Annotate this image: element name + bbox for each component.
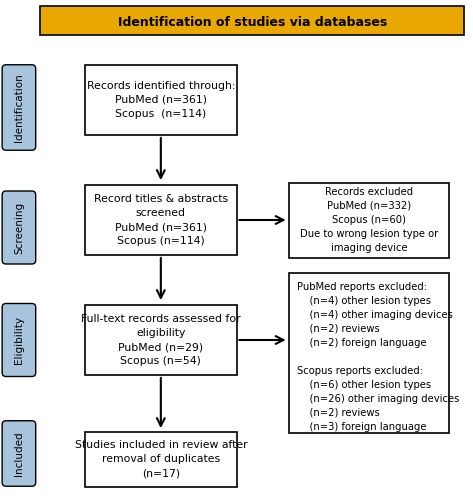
- Text: Studies included in review after
removal of duplicates
(n=17): Studies included in review after removal…: [75, 440, 247, 478]
- FancyBboxPatch shape: [85, 65, 236, 135]
- FancyBboxPatch shape: [85, 305, 236, 375]
- FancyBboxPatch shape: [2, 421, 36, 486]
- Text: Eligibility: Eligibility: [14, 316, 24, 364]
- FancyBboxPatch shape: [2, 191, 36, 264]
- Text: Records excluded
PubMed (n=332)
Scopus (n=60)
Due to wrong lesion type or
imagin: Records excluded PubMed (n=332) Scopus (…: [300, 187, 438, 253]
- Text: Identification: Identification: [14, 73, 24, 142]
- Text: Screening: Screening: [14, 202, 24, 254]
- FancyBboxPatch shape: [289, 272, 449, 432]
- FancyBboxPatch shape: [85, 432, 236, 486]
- FancyBboxPatch shape: [85, 185, 236, 255]
- FancyBboxPatch shape: [2, 64, 36, 150]
- Text: Record titles & abstracts
screened
PubMed (n=361)
Scopus (n=114): Record titles & abstracts screened PubMe…: [94, 194, 228, 246]
- Text: Records identified through:
PubMed (n=361)
Scopus  (n=114): Records identified through: PubMed (n=36…: [87, 81, 235, 119]
- Text: Included: Included: [14, 431, 24, 476]
- FancyBboxPatch shape: [40, 6, 464, 35]
- Text: PubMed reports excluded:
    (n=4) other lesion types
    (n=4) other imaging de: PubMed reports excluded: (n=4) other les…: [297, 282, 459, 432]
- FancyBboxPatch shape: [289, 182, 449, 258]
- FancyBboxPatch shape: [2, 304, 36, 376]
- Text: Identification of studies via databases: Identification of studies via databases: [118, 16, 388, 29]
- Text: Full-text records assessed for
eligibility
PubMed (n=29)
Scopus (n=54): Full-text records assessed for eligibili…: [81, 314, 241, 366]
